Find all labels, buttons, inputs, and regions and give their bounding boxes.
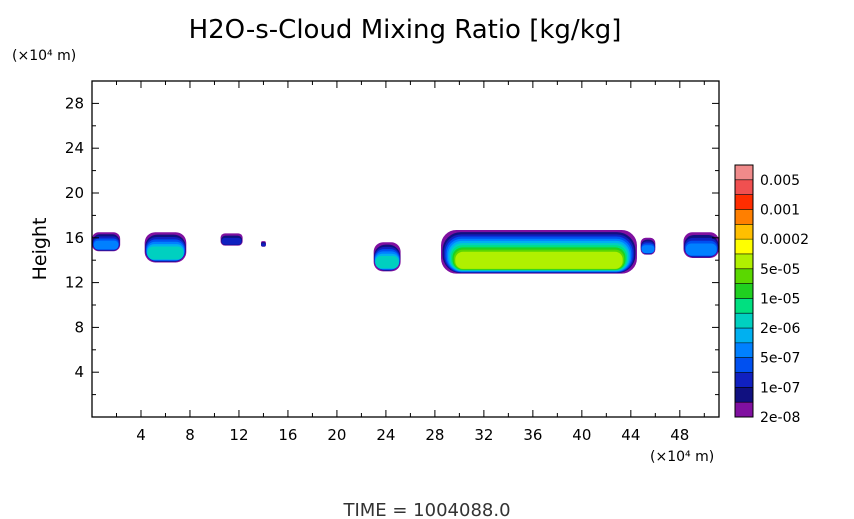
colorbar-swatch xyxy=(735,298,753,314)
x-tick-label: 36 xyxy=(523,426,542,444)
x-tick-label: 8 xyxy=(185,426,195,444)
colorbar-swatch xyxy=(735,253,753,270)
colorbar-swatch xyxy=(735,179,753,195)
colorbar-swatch xyxy=(735,313,753,329)
colorbar xyxy=(734,164,754,418)
colorbar-swatch xyxy=(735,402,753,418)
x-tick-label: 12 xyxy=(229,426,248,444)
colorbar-swatch xyxy=(735,209,753,225)
colorbar-label: 0.001 xyxy=(760,202,800,218)
colorbar-swatch xyxy=(735,357,753,373)
colorbar-swatch xyxy=(735,328,753,344)
colorbar-frame xyxy=(734,164,754,418)
colorbar-label: 1e-05 xyxy=(760,291,800,307)
colorbar-label: 1e-07 xyxy=(760,380,800,396)
x-unit-label: (×10⁴ m) xyxy=(650,449,714,465)
colorbar-swatch xyxy=(735,224,753,240)
x-tick-label: 40 xyxy=(572,426,591,444)
cloud-level-band xyxy=(641,245,655,253)
cloud-region xyxy=(640,237,656,255)
cloud-level-band xyxy=(375,256,399,269)
y-tick-label: 4 xyxy=(74,363,84,381)
y-tick-label: 8 xyxy=(74,318,84,336)
cloud-region xyxy=(220,233,243,246)
cloud-level-band xyxy=(455,251,623,269)
plot-frame xyxy=(91,80,720,418)
cloud-region xyxy=(683,232,719,258)
colorbar-swatch xyxy=(735,239,753,255)
x-tick-label: 48 xyxy=(670,426,689,444)
x-tick-label: 28 xyxy=(425,426,444,444)
colorbar-swatch xyxy=(735,387,753,403)
cloud-fields xyxy=(92,229,719,274)
y-tick-label: 16 xyxy=(65,229,84,247)
colorbar-label: 0.0002 xyxy=(760,232,809,248)
axis-ticks xyxy=(91,80,719,418)
cloud-level-band xyxy=(221,237,242,245)
y-tick-label: 24 xyxy=(65,139,84,157)
y-unit-label: (×10⁴ m) xyxy=(12,48,76,64)
colorbar-label: 0.005 xyxy=(760,173,800,189)
colorbar-swatch xyxy=(735,283,753,299)
cloud-region xyxy=(144,232,187,263)
colorbar-swatch xyxy=(735,165,753,181)
colorbar-swatch xyxy=(735,342,753,359)
y-tick-label: 28 xyxy=(65,94,84,112)
x-tick-label: 4 xyxy=(136,426,146,444)
x-tick-label: 24 xyxy=(376,426,395,444)
time-label: TIME = 1004088.0 xyxy=(342,500,510,519)
cloud-level-band xyxy=(261,243,266,247)
colorbar-swatch xyxy=(735,372,753,388)
x-tick-label: 32 xyxy=(474,426,493,444)
y-axis-label: Height xyxy=(29,218,51,281)
cloud-region xyxy=(260,241,266,247)
y-tick-labels: 4 8 12 16 20 24 28 xyxy=(65,94,84,381)
x-tick-label: 16 xyxy=(278,426,297,444)
cloud-region xyxy=(92,232,121,252)
colorbar-swatch xyxy=(735,194,753,210)
x-tick-label: 20 xyxy=(327,426,346,444)
cloud-level-band xyxy=(93,240,119,250)
cloud-level-band xyxy=(147,246,184,260)
y-tick-label: 20 xyxy=(65,184,84,202)
x-tick-labels: 4 8 12 16 20 24 28 32 36 40 44 48 xyxy=(136,426,689,444)
x-tick-label: 44 xyxy=(621,426,640,444)
colorbar-label: 5e-05 xyxy=(760,262,800,278)
colorbar-label: 5e-07 xyxy=(760,351,800,367)
cloud-level-band xyxy=(685,243,717,256)
chart-title: H2O-s-Cloud Mixing Ratio [kg/kg] xyxy=(189,15,622,45)
colorbar-label: 2e-06 xyxy=(760,321,800,337)
y-tick-label: 12 xyxy=(65,274,84,292)
cloud-region xyxy=(441,229,637,274)
colorbar-swatch xyxy=(735,268,753,284)
colorbar-label: 2e-08 xyxy=(760,410,800,426)
colorbar-labels: 0.005 0.001 0.0002 5e-05 1e-05 2e-06 5e-07 1e-0… xyxy=(760,173,809,426)
cloud-region xyxy=(373,242,401,272)
